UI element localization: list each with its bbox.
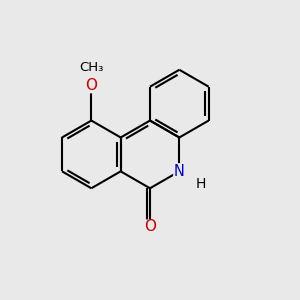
Text: N: N bbox=[174, 164, 185, 179]
Text: H: H bbox=[195, 176, 206, 190]
Text: CH₃: CH₃ bbox=[79, 61, 104, 74]
Text: O: O bbox=[85, 78, 98, 93]
Text: O: O bbox=[144, 219, 156, 234]
